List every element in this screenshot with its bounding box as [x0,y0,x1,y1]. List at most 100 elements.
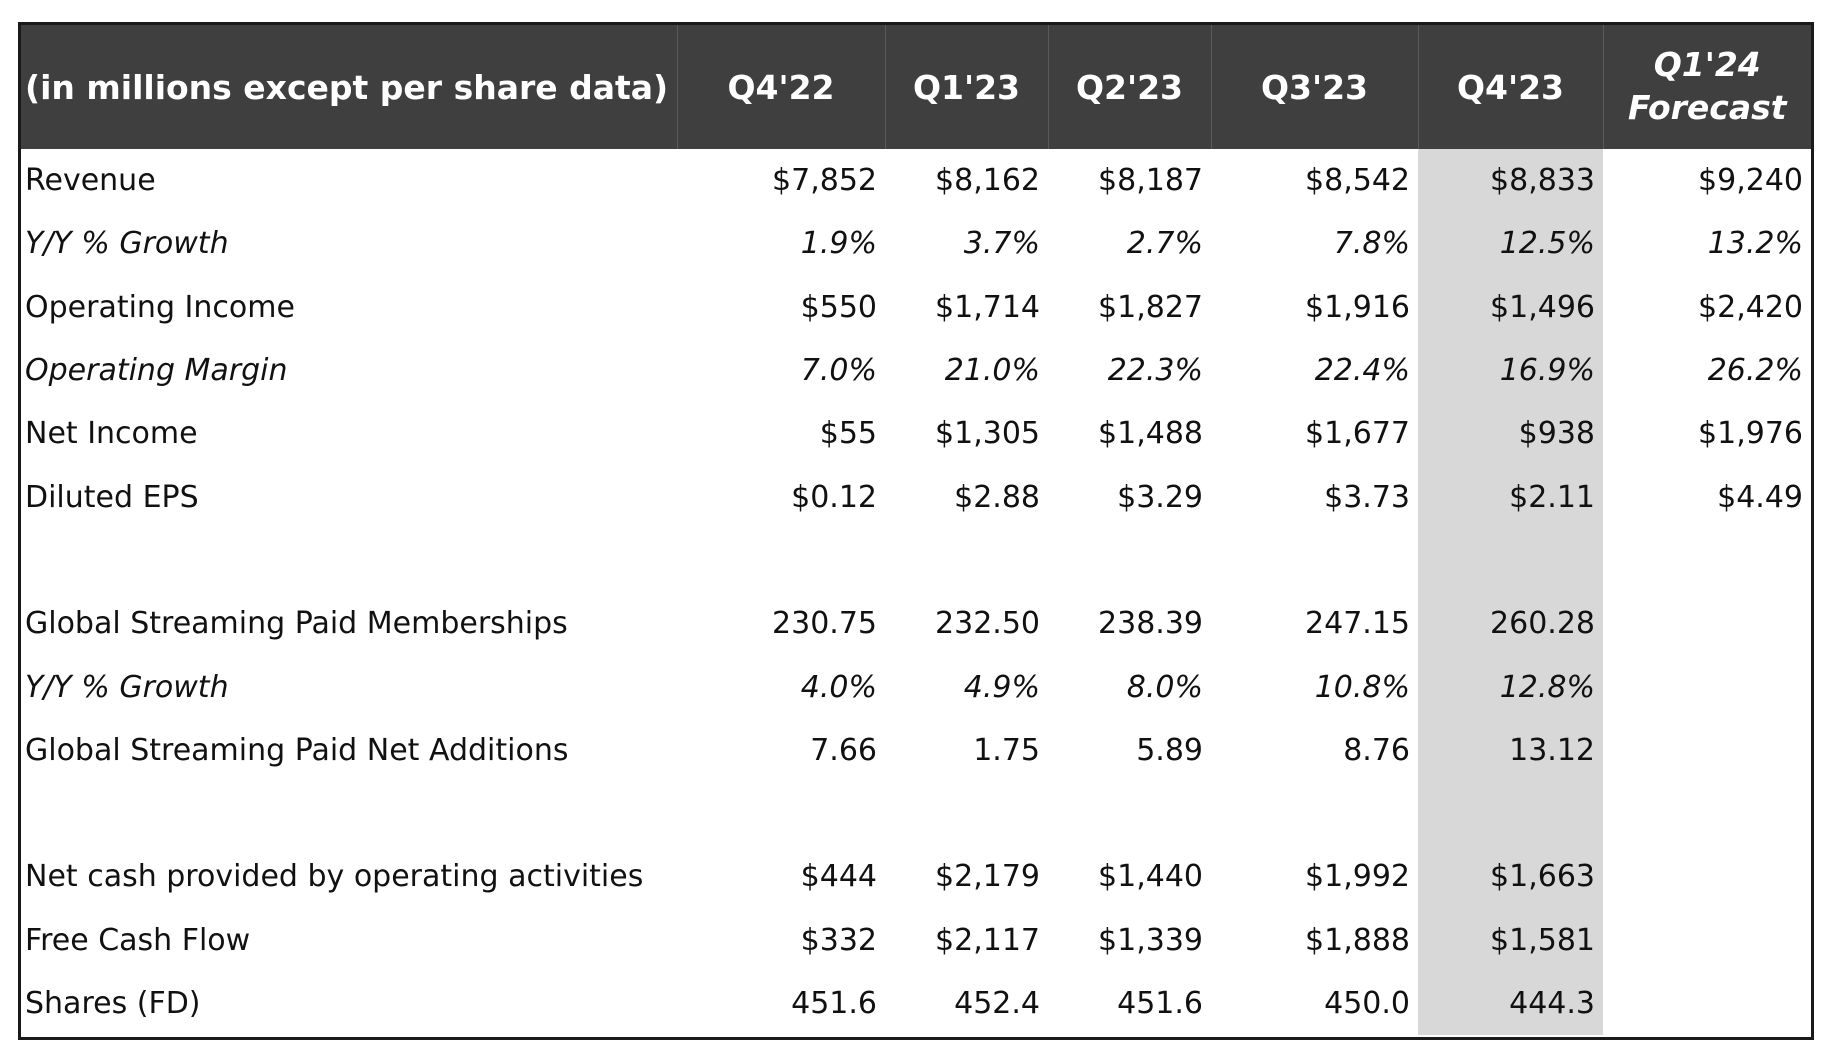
forecast-quarter-label: Q1'24 [1653,45,1761,85]
value-cell: 8.76 [1343,732,1410,768]
value-cell: $1,916 [1305,289,1410,325]
table-row: Global Streaming Paid Net Additions 7.66 1… [21,718,1811,782]
value-cell: $0.12 [791,479,877,515]
header-q4-22: Q4'22 [677,25,886,149]
value-cell: $550 [800,289,877,325]
table-row: Diluted EPS $0.12 $2.88 $3.29 $3.73 $2.11 $4.4… [21,465,1811,529]
spacer-cell [1211,782,1418,845]
value-cell: $1,581 [1418,908,1603,972]
table-row: Operating Income $550 $1,714 $1,827 $1,916 $1… [21,275,1811,339]
value-cell: $3.29 [1117,479,1203,515]
value-cell: $332 [800,922,877,958]
value-cell: 22.4% [1314,353,1410,389]
value-cell: 7.0% [800,353,877,389]
value-cell: $55 [819,416,877,452]
row-label: Net Income [25,416,198,452]
row-label: Operating Margin [25,353,288,389]
spacer-cell [1603,529,1811,592]
value-cell: $8,833 [1418,149,1603,213]
value-cell: 451.6 [1117,986,1203,1021]
spacer-cell [1048,782,1211,845]
header-q4-23: Q4'23 [1418,25,1604,149]
value-cell: $2.88 [954,479,1040,515]
value-cell: 238.39 [1098,606,1203,642]
value-cell: $1,440 [1098,859,1203,895]
value-cell: 8.0% [1126,669,1203,705]
value-cell: 21.0% [944,353,1040,389]
row-label: Global Streaming Paid Memberships [25,606,568,642]
value-cell: $8,542 [1305,163,1410,199]
value-cell [1603,909,1811,972]
value-cell: 13.2% [1707,226,1803,262]
table-body: Revenue $7,852 $8,162 $8,187 $8,542 $8,833 $9,… [21,149,1811,1036]
value-cell: 247.15 [1305,606,1410,642]
value-cell: $2,117 [935,922,1040,958]
value-cell: 7.66 [810,732,877,768]
value-cell: $8,162 [935,163,1040,199]
row-label: Y/Y % Growth [25,226,229,262]
value-cell [1603,592,1811,655]
value-cell: 230.75 [772,606,877,642]
value-cell: $1,888 [1305,922,1410,958]
value-cell: 3.7% [963,226,1040,262]
value-cell: $1,339 [1098,922,1203,958]
header-q2-23: Q2'23 [1048,25,1212,149]
row-label: Y/Y % Growth [25,669,229,705]
spacer-row [21,528,1811,593]
value-cell: $1,677 [1305,416,1410,452]
value-cell: $1,976 [1698,416,1803,452]
financial-summary-table: (in millions except per share data) Q4'2… [21,25,1811,1036]
row-label: Net cash provided by operating activitie… [25,859,644,895]
table-row: Revenue $7,852 $8,162 $8,187 $8,542 $8,833 $9,… [21,149,1811,213]
value-cell: $1,305 [935,416,1040,452]
value-cell: $2.11 [1418,465,1603,529]
value-cell: 13.12 [1418,718,1603,782]
value-cell: $1,827 [1098,289,1203,325]
table-row: Operating Margin 7.0% 21.0% 22.3% 22.4% 16.9%… [21,338,1811,403]
value-cell: 451.6 [791,986,877,1021]
value-cell: 444.3 [1418,971,1603,1036]
value-cell: $1,488 [1098,416,1203,452]
spacer-cell [885,529,1048,592]
value-cell [1603,719,1811,782]
value-cell: $2,420 [1698,289,1803,325]
value-cell: $938 [1418,402,1603,466]
value-cell: 260.28 [1418,592,1603,656]
value-cell: 22.3% [1107,353,1203,389]
value-cell: 232.50 [935,606,1040,642]
header-q3-23: Q3'23 [1211,25,1419,149]
table-row: Net Income $55 $1,305 $1,488 $1,677 $938 $1,97… [21,402,1811,466]
value-cell: 12.5% [1418,212,1603,276]
value-cell: 12.8% [1418,655,1603,719]
row-label: Shares (FD) [25,986,201,1021]
value-cell: $9,240 [1698,163,1803,199]
value-cell [1603,845,1811,908]
header-label: (in millions except per share data) [21,25,678,149]
row-label: Diluted EPS [25,479,199,515]
financial-summary-table-frame: (in millions except per share data) Q4'2… [18,22,1814,1040]
value-cell: 4.0% [800,669,877,705]
value-cell: 5.89 [1136,732,1203,768]
spacer-cell [1418,528,1603,593]
value-cell: $444 [800,859,877,895]
spacer-cell [21,782,677,845]
value-cell: $1,496 [1418,275,1603,339]
value-cell: 7.8% [1333,226,1410,262]
value-cell: 10.8% [1314,669,1410,705]
row-label: Free Cash Flow [25,922,251,958]
value-cell: $1,992 [1305,859,1410,895]
value-cell [1603,972,1811,1035]
value-cell: $8,187 [1098,163,1203,199]
spacer-row [21,781,1811,846]
table-row: Y/Y % Growth 1.9% 3.7% 2.7% 7.8% 12.5% 13.2% [21,212,1811,276]
value-cell: $1,714 [935,289,1040,325]
value-cell: $2,179 [935,859,1040,895]
spacer-cell [677,782,885,845]
table-row: Net cash provided by operating activitie… [21,845,1811,909]
value-cell: $4.49 [1717,479,1803,515]
value-cell: 26.2% [1707,353,1803,389]
value-cell: 2.7% [1126,226,1203,262]
value-cell: $1,663 [1418,845,1603,909]
value-cell: 452.4 [954,986,1040,1021]
table-row: Y/Y % Growth 4.0% 4.9% 8.0% 10.8% 12.8% [21,655,1811,719]
